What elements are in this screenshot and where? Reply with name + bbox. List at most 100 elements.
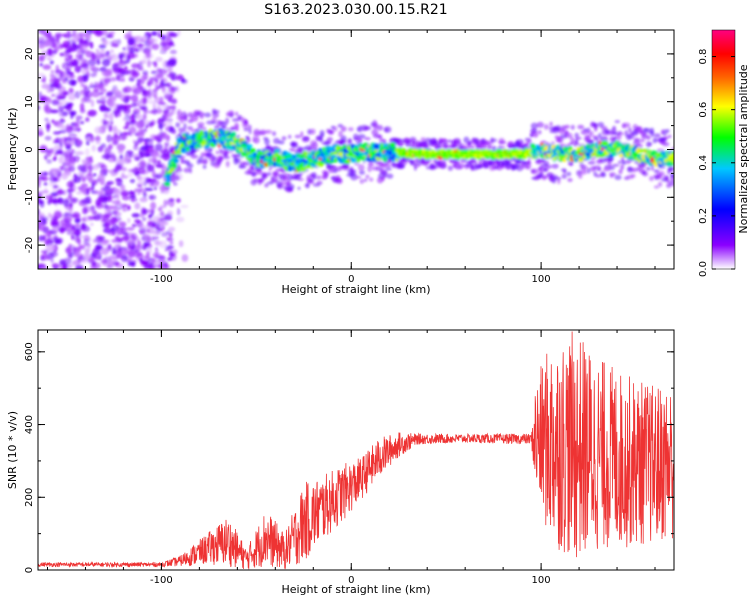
noise-blob xyxy=(43,250,47,259)
noise-blob xyxy=(136,252,144,260)
noise-blob xyxy=(90,99,95,108)
noise-blob xyxy=(147,59,151,68)
noise-blob xyxy=(154,81,160,89)
halo-blob xyxy=(305,182,310,189)
halo-blob xyxy=(202,164,207,169)
halo-blob xyxy=(544,167,549,172)
spectrogram-ytick-label: -20 xyxy=(24,237,35,253)
halo-blob xyxy=(187,126,194,131)
spectrogram-ylabel: Frequency (Hz) xyxy=(6,108,19,191)
noise-blob xyxy=(64,222,73,228)
noise-blob xyxy=(139,197,148,203)
noise-blob xyxy=(156,105,161,109)
snr-xtick-label: -100 xyxy=(150,575,173,586)
noise-blob xyxy=(142,190,147,199)
noise-blob xyxy=(66,123,70,130)
noise-blob xyxy=(111,97,117,102)
noise-blob xyxy=(124,66,128,71)
noise-blob xyxy=(93,190,103,195)
halo-blob xyxy=(541,157,546,163)
halo-blob xyxy=(458,163,465,169)
noise-blob xyxy=(94,126,103,134)
noise-blob xyxy=(119,94,127,102)
halo-blob xyxy=(253,130,261,138)
halo-blob xyxy=(357,134,366,139)
noise-blob xyxy=(73,173,78,178)
snr-xtick-label: 100 xyxy=(532,575,551,586)
halo-blob xyxy=(577,124,585,130)
noise-blob xyxy=(99,92,104,96)
noise-blob xyxy=(116,90,121,97)
noise-blob xyxy=(167,41,174,47)
noise-blob xyxy=(140,106,147,110)
halo-blob xyxy=(575,136,582,140)
halo-blob xyxy=(563,169,567,174)
noise-blob xyxy=(136,43,145,48)
halo-blob xyxy=(546,164,552,169)
noise-blob xyxy=(38,44,45,49)
noise-blob xyxy=(68,54,73,61)
halo-blob xyxy=(442,144,450,149)
noise-blob xyxy=(108,195,113,199)
halo-blob xyxy=(189,167,193,174)
noise-blob xyxy=(83,84,88,90)
noise-blob xyxy=(133,171,140,176)
noise-blob xyxy=(148,214,152,218)
noise-blob xyxy=(97,175,105,184)
ridge-blob xyxy=(174,158,179,163)
halo-blob xyxy=(631,167,638,173)
noise-blob xyxy=(142,255,148,260)
noise-blob xyxy=(151,258,156,264)
noise-blob xyxy=(120,226,127,234)
noise-blob xyxy=(155,239,159,246)
noise-blob xyxy=(176,198,181,203)
noise-blob xyxy=(148,194,157,200)
noise-blob xyxy=(143,138,151,143)
noise-blob xyxy=(49,180,57,187)
noise-blob xyxy=(171,105,176,111)
halo-blob xyxy=(245,135,250,140)
ridge-blob xyxy=(199,130,204,136)
noise-blob xyxy=(80,183,88,188)
noise-blob xyxy=(175,85,180,93)
noise-blob xyxy=(168,226,176,232)
noise-blob xyxy=(101,30,108,36)
halo-blob xyxy=(234,126,239,132)
halo-blob xyxy=(272,171,279,177)
colorbar-ticks: 0.0 0.2 0.4 0.6 0.8 xyxy=(698,49,735,277)
noise-blob xyxy=(38,191,44,198)
halo-blob xyxy=(536,121,544,128)
noise-blob xyxy=(124,154,128,162)
halo-blob xyxy=(368,160,374,167)
noise-blob xyxy=(146,162,151,170)
noise-blob xyxy=(59,52,64,57)
halo-blob xyxy=(384,167,392,171)
noise-blob xyxy=(106,92,113,97)
noise-blob xyxy=(165,95,170,99)
noise-blob xyxy=(80,82,85,88)
ridge-blob xyxy=(246,144,253,148)
ridge-blob xyxy=(249,148,256,153)
noise-blob xyxy=(98,55,105,60)
noise-blob xyxy=(176,216,185,223)
ridge-blob xyxy=(169,167,175,172)
noise-blob xyxy=(127,205,131,211)
halo-blob xyxy=(328,130,335,135)
halo-blob xyxy=(597,168,602,172)
halo-blob xyxy=(669,180,674,187)
colorbar-tick-label: 0.0 xyxy=(698,261,709,277)
noise-blob xyxy=(89,72,97,78)
noise-blob xyxy=(69,202,73,208)
ridge-blob xyxy=(165,178,171,183)
noise-blob xyxy=(144,224,153,231)
noise-blob xyxy=(152,108,158,115)
halo-blob xyxy=(291,141,298,147)
halo-blob xyxy=(311,142,318,149)
noise-blob xyxy=(43,171,48,177)
noise-blob xyxy=(47,97,52,104)
ridge-blob xyxy=(171,164,177,169)
spectrogram-heatmap xyxy=(38,30,674,269)
snr-ytick-label: 400 xyxy=(24,415,35,434)
halo-blob xyxy=(609,172,616,176)
noise-blob xyxy=(52,80,58,86)
